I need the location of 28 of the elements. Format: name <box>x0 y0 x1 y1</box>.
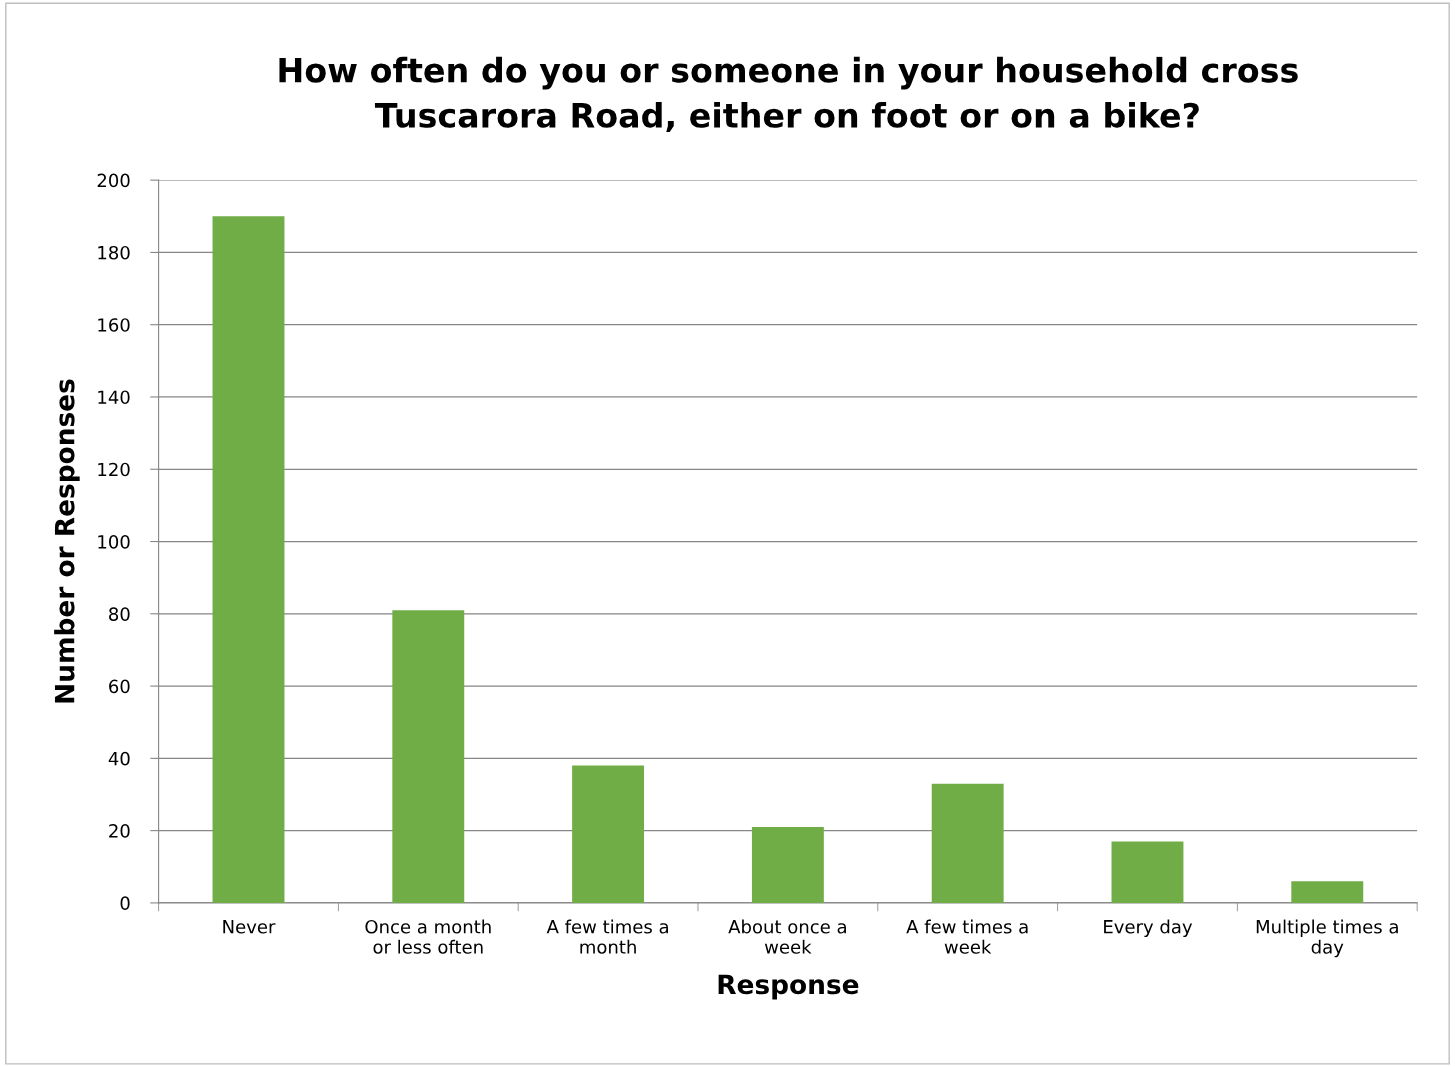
y-tick-label: 120 <box>98 462 130 477</box>
y-tick-label: 0 <box>120 896 130 911</box>
x-tick-label: Once a month or less often <box>365 919 491 954</box>
y-tick-label: 160 <box>98 318 130 332</box>
bar <box>931 783 1004 903</box>
x-tick-label: Multiple times a day <box>1256 919 1398 958</box>
bar <box>751 827 824 903</box>
y-tick-label: 20 <box>109 824 130 838</box>
bar <box>1291 881 1364 903</box>
x-tick-label: Never <box>223 920 276 934</box>
bar <box>392 610 465 903</box>
x-tick-label: A few times a month <box>546 919 668 954</box>
y-tick-label: 140 <box>98 390 130 405</box>
y-axis-title: Number or Responses <box>54 379 80 703</box>
bar <box>572 765 645 903</box>
y-tick-label: 100 <box>98 534 130 549</box>
x-axis-title: Response <box>718 974 859 1000</box>
y-tick-label: 40 <box>108 751 130 766</box>
bar <box>212 216 285 903</box>
bar <box>1111 841 1184 903</box>
x-tick-label: A few times a week <box>906 919 1028 954</box>
y-tick-label: 180 <box>98 245 130 260</box>
x-tick-label: About once a week <box>728 919 846 954</box>
y-tick-label: 60 <box>109 679 130 694</box>
x-tick-label: Every day <box>1104 919 1193 938</box>
chart-title: How often do you or someone in your household cross Tuscarora Road, either on foot or on a bike? <box>279 56 1298 133</box>
y-tick-label: 80 <box>109 607 130 621</box>
y-tick-label: 200 <box>97 173 130 188</box>
